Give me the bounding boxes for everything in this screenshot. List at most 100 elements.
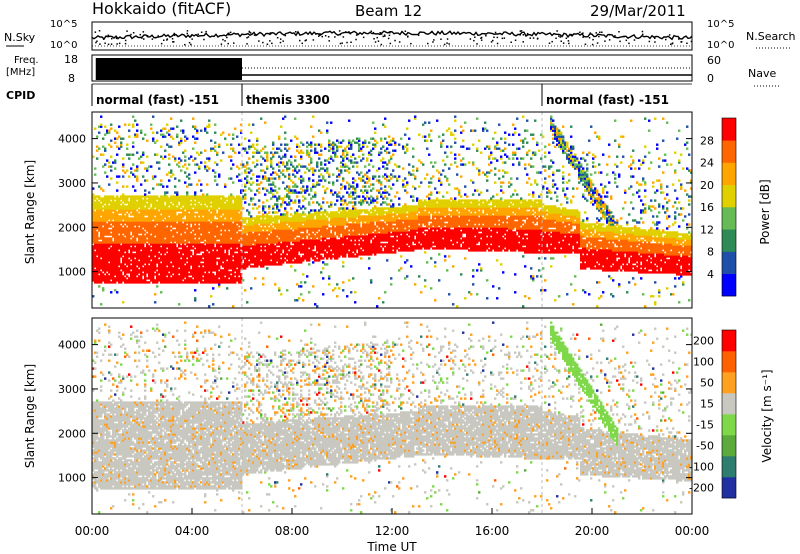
- power-cell: [118, 259, 121, 262]
- power-cell: [294, 229, 297, 232]
- power-cell: [232, 271, 235, 274]
- power-cell: [134, 169, 137, 172]
- power-cell: [102, 223, 105, 226]
- power-cell: [218, 205, 221, 208]
- power-cell: [218, 175, 221, 178]
- power-cell: [176, 225, 179, 228]
- power-cell: [180, 129, 183, 132]
- power-cell: [192, 259, 195, 262]
- power-cell: [198, 199, 201, 202]
- power-cell: [302, 227, 305, 230]
- power-cell: [130, 209, 133, 212]
- power-cell: [130, 219, 133, 222]
- power-cell: [138, 157, 141, 160]
- power-cell: [230, 281, 233, 284]
- power-cell: [182, 235, 185, 238]
- power-cell: [158, 269, 161, 272]
- nsky-point: [459, 33, 461, 35]
- power-cell: [158, 263, 161, 266]
- power-cell: [156, 225, 159, 228]
- power-cell: [308, 231, 311, 234]
- power-cell: [262, 263, 265, 266]
- power-cell: [94, 229, 97, 232]
- power-cell: [140, 213, 143, 216]
- power-cell: [112, 279, 115, 282]
- power-cell: [114, 207, 117, 210]
- power-cell: [112, 263, 115, 266]
- power-cell: [328, 231, 331, 234]
- power-cell: [300, 257, 303, 260]
- power-cell: [232, 249, 235, 252]
- power-cell: [320, 237, 323, 240]
- power-cell: [148, 273, 151, 276]
- power-cell: [228, 231, 231, 234]
- power-cell: [148, 239, 151, 242]
- power-cell: [108, 239, 111, 242]
- power-cell: [284, 243, 287, 246]
- nsky-point: [349, 32, 352, 35]
- power-cell: [162, 203, 165, 206]
- power-cell: [100, 211, 103, 214]
- power-cell: [178, 235, 181, 238]
- power-cell: [256, 235, 259, 238]
- power-cell: [292, 181, 295, 184]
- power-cell: [162, 249, 165, 252]
- power-cell: [210, 207, 213, 210]
- power-cell: [262, 221, 265, 224]
- power-cell: [102, 215, 105, 218]
- power-cell: [232, 203, 235, 206]
- power-cell: [228, 221, 231, 224]
- power-cell: [328, 139, 331, 142]
- power-cell: [242, 163, 245, 166]
- power-cell: [238, 205, 241, 208]
- power-cell: [208, 203, 211, 206]
- power-cell: [250, 145, 253, 148]
- power-cell: [156, 247, 159, 250]
- power-cell: [248, 255, 251, 258]
- power-cell: [252, 245, 255, 248]
- power-cell: [112, 235, 115, 238]
- power-cell: [268, 217, 271, 220]
- power-cell: [208, 255, 211, 258]
- power-cell: [292, 235, 295, 238]
- power-cell: [98, 225, 101, 228]
- power-cell: [170, 269, 173, 272]
- power-cell: [254, 245, 257, 248]
- power-cell: [144, 239, 147, 242]
- power-cell: [234, 227, 237, 230]
- power-cell: [198, 245, 201, 248]
- nsky-point: [269, 32, 271, 34]
- power-cell: [94, 195, 97, 198]
- power-cell: [286, 227, 289, 230]
- power-cell: [176, 227, 179, 230]
- nsky-point: [427, 42, 429, 45]
- nsky-point: [126, 30, 128, 32]
- power-cell: [108, 271, 111, 274]
- power-cell: [206, 193, 209, 196]
- power-cell: [214, 261, 217, 264]
- power-cell: [200, 227, 203, 230]
- power-cell: [322, 177, 325, 180]
- nsky-point: [686, 42, 688, 44]
- power-cell: [192, 239, 195, 242]
- power-cell: [128, 195, 131, 198]
- power-cell: [250, 237, 253, 240]
- power-cell: [294, 223, 297, 226]
- power-cell: [298, 225, 301, 228]
- power-cell: [156, 213, 159, 216]
- power-cell: [118, 263, 121, 266]
- power-cell: [304, 235, 307, 238]
- power-cell: [106, 175, 109, 178]
- power-cell: [130, 213, 133, 216]
- power-cell: [256, 257, 259, 260]
- power-cell: [274, 223, 277, 226]
- power-cell: [276, 231, 279, 234]
- power-cell: [156, 227, 159, 230]
- power-cell: [230, 193, 233, 196]
- power-cell: [226, 205, 229, 208]
- power-cell: [116, 239, 119, 242]
- power-cell: [114, 255, 117, 258]
- power-cell: [134, 215, 137, 218]
- power-cell: [288, 167, 291, 170]
- power-cell: [216, 219, 219, 222]
